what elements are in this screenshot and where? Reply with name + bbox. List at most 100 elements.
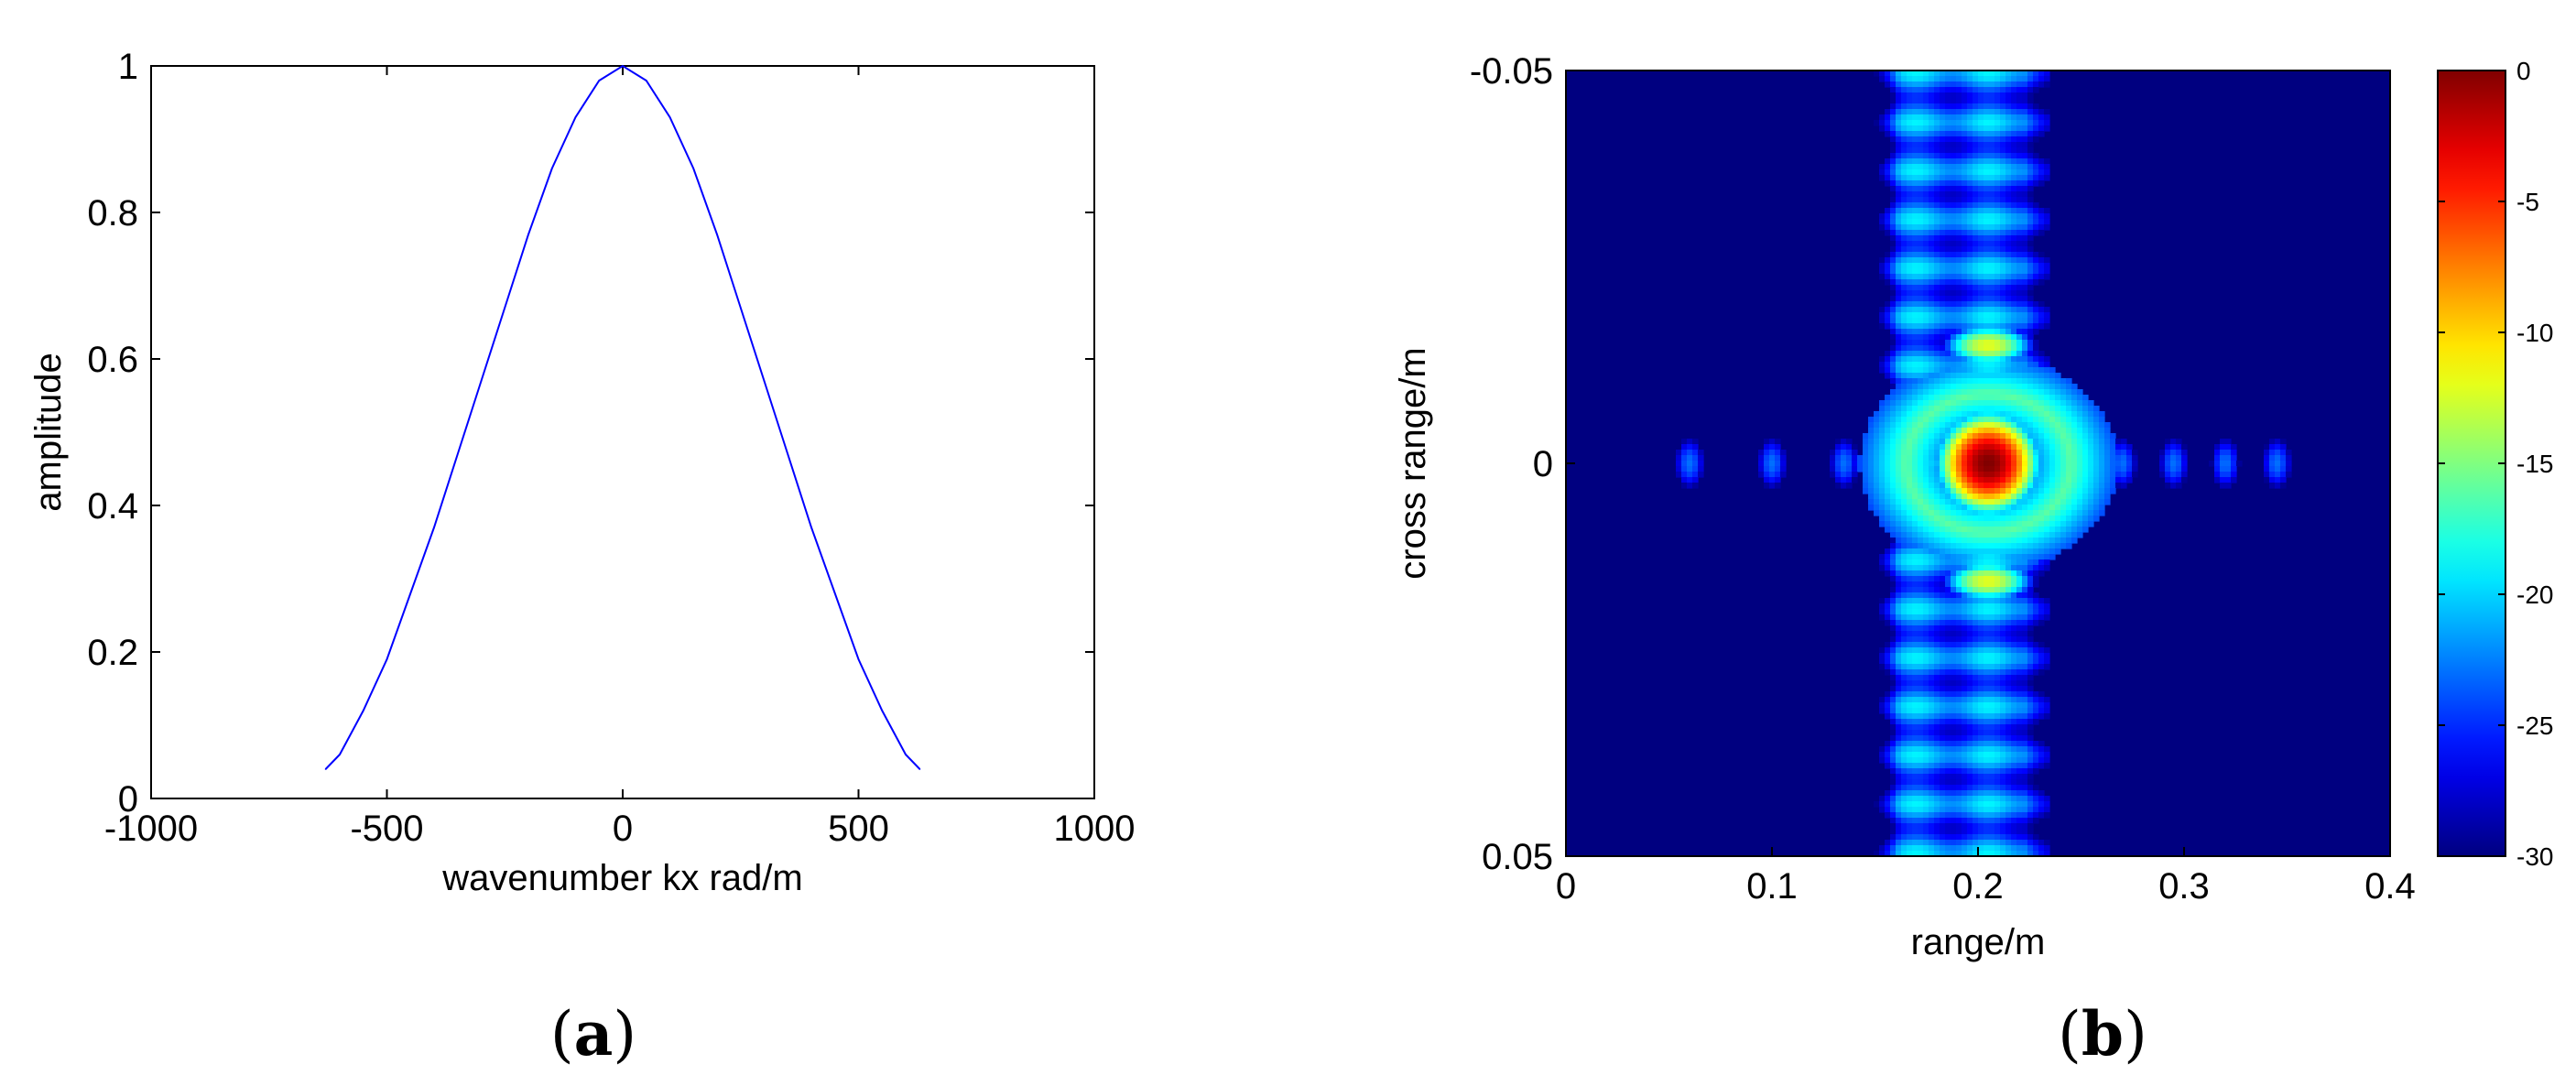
chart-b-heatmap-cell <box>2044 801 2050 808</box>
chart-b-heatmap-cell <box>1890 609 1897 615</box>
chart-b-heatmap-cell <box>2022 488 2028 494</box>
chart-b-heatmap-cell <box>2082 466 2089 472</box>
chart-b-heatmap-cell <box>1912 235 1918 242</box>
chart-b-heatmap-cell <box>1901 186 1908 192</box>
chart-b-heatmap-cell <box>1978 581 1984 588</box>
chart-b-heatmap-cell <box>2077 400 2083 407</box>
chart-b-heatmap-cell <box>1907 796 1913 802</box>
chart-b-heatmap-cell <box>2033 318 2039 324</box>
chart-b-heatmap-cell <box>1973 334 1979 341</box>
chart-b-heatmap-cell <box>2016 510 2023 516</box>
chart-b-heatmap-cell <box>1890 307 1897 313</box>
chart-b-heatmap-cell <box>2000 87 2006 93</box>
chart-b-heatmap-cell <box>2027 587 2034 593</box>
chart-b-heatmap-cell <box>1901 208 1908 214</box>
chart-b-heatmap-cell <box>2000 735 2006 742</box>
chart-b-heatmap-cell <box>1951 719 1957 725</box>
chart-b-heatmap-cell <box>1967 565 1973 571</box>
chart-b-heatmap-cell <box>2016 774 2023 780</box>
chart-b-heatmap-cell <box>1978 592 1984 599</box>
chart-b-heatmap-cell <box>1890 845 1897 852</box>
chart-b-heatmap-cell <box>1907 669 1913 676</box>
chart-b-heatmap-cell <box>2027 675 2034 681</box>
chart-b-heatmap-cell <box>1940 169 1946 176</box>
chart-b-heatmap-cell <box>1956 219 1962 225</box>
chart-b-heatmap-cell <box>2038 669 2045 676</box>
chart-b-heatmap-cell <box>2060 472 2067 478</box>
chart-b-heatmap-cell <box>1989 329 1995 335</box>
chart-b-heatmap-cell <box>1945 664 1951 670</box>
chart-b-heatmap-cell <box>1989 494 1995 500</box>
chart-b-heatmap-cell <box>2033 488 2039 494</box>
chart-b-heatmap-cell <box>1901 373 1908 379</box>
chart-b-heatmap-cell <box>1989 625 1995 632</box>
chart-b-heatmap-cell <box>1912 768 1918 775</box>
chart-b-heatmap-cell <box>1896 224 1902 231</box>
chart-b-heatmap-cell <box>1918 538 1924 544</box>
chart-b-heatmap-cell <box>1901 719 1908 725</box>
chart-b-heatmap-cell <box>1934 235 1940 242</box>
chart-b-heatmap-cell <box>1978 444 1984 451</box>
chart-b-heatmap-cell <box>2011 136 2017 143</box>
chart-b-heatmap-cell <box>1918 246 1924 253</box>
chart-b-heatmap-cell <box>2011 680 2017 687</box>
chart-b-heatmap-cell <box>1994 658 2001 665</box>
chart-b-heatmap-cell <box>1994 114 2001 121</box>
chart-b-heatmap-cell <box>2016 702 2023 709</box>
chart-b-heatmap-cell <box>2016 587 2023 593</box>
chart-b-heatmap-cell <box>2022 301 2028 308</box>
chart-b-heatmap-cell <box>1923 428 1929 434</box>
chart-b-heatmap-cell <box>1676 466 1682 472</box>
chart-b-heatmap-cell <box>2011 76 2017 82</box>
chart-b-heatmap-cell <box>2038 351 2045 357</box>
chart-b-heatmap-cell <box>1901 521 1908 527</box>
chart-b-heatmap-cell <box>1692 450 1699 456</box>
chart-b-heatmap-cell <box>2093 455 2100 462</box>
chart-b-heatmap-cell <box>2044 444 2050 451</box>
chart-b-heatmap-cell <box>1874 477 1880 483</box>
chart-b-heatmap-cell <box>1896 735 1902 742</box>
chart-b-heatmap-cell <box>1962 450 1968 456</box>
chart-b-heatmap-cell <box>1901 241 1908 247</box>
chart-b-heatmap-cell <box>1923 763 1929 769</box>
chart-b-heatmap-cell <box>1918 362 1924 368</box>
chart-b-heatmap-cell <box>1852 450 1858 456</box>
chart-b-heatmap-cell <box>2005 510 2012 516</box>
chart-b-heatmap-cell <box>1989 417 1995 423</box>
chart-b-heatmap-cell <box>2027 202 2034 209</box>
chart-b-heatmap-cell <box>1923 669 1929 676</box>
chart-b-heatmap-cell <box>2033 801 2039 808</box>
chart-b-heatmap-cell <box>1940 840 1946 846</box>
chart-b-heatmap-cell <box>1978 323 1984 330</box>
chart-b-heatmap-cell <box>1962 158 1968 165</box>
chart-b-heatmap-cell <box>1967 642 1973 648</box>
chart-b-heatmap-cell <box>2225 439 2232 445</box>
chart-b-heatmap-cell <box>2005 845 2012 852</box>
chart-b-heatmap-cell <box>1901 730 1908 736</box>
chart-b-heatmap-cell <box>2099 510 2105 516</box>
chart-b-heatmap-cell <box>1923 175 1929 181</box>
chart-b-heatmap-cell <box>1962 120 1968 126</box>
chart-b-heatmap-cell <box>1929 614 1935 621</box>
chart-b-heatmap-cell <box>1929 603 1935 610</box>
chart-b-heatmap-cell <box>1885 746 1891 753</box>
chart-b-heatmap-cell <box>1994 559 2001 566</box>
chart-b-heatmap-cell <box>2033 340 2039 346</box>
chart-b-heatmap-cell <box>1868 422 1875 429</box>
chart-b-heatmap-cell <box>1934 708 1940 714</box>
chart-b-heatmap-cell <box>1934 71 1940 77</box>
chart-b-heatmap-cell <box>2016 812 2023 819</box>
chart-b-heatmap-cell <box>1907 345 1913 352</box>
chart-b-heatmap-cell <box>1984 109 1990 115</box>
chart-b-heatmap-cell <box>2005 87 2012 93</box>
chart-b-heatmap-cell <box>1907 406 1913 412</box>
chart-b-heatmap-cell <box>2027 136 2034 143</box>
chart-b-heatmap-cell <box>1978 757 1984 764</box>
chart-b-heatmap-cell <box>2082 499 2089 505</box>
chart-b-heatmap-cell <box>2005 851 2012 856</box>
chart-b-heatmap-cell <box>1940 186 1946 192</box>
chart-b-heatmap-cell <box>2016 840 2023 846</box>
chart-b-heatmap-cell <box>2022 724 2028 731</box>
chart-b-heatmap-cell <box>1994 834 2001 841</box>
chart-b-heatmap-cell <box>2066 450 2072 456</box>
